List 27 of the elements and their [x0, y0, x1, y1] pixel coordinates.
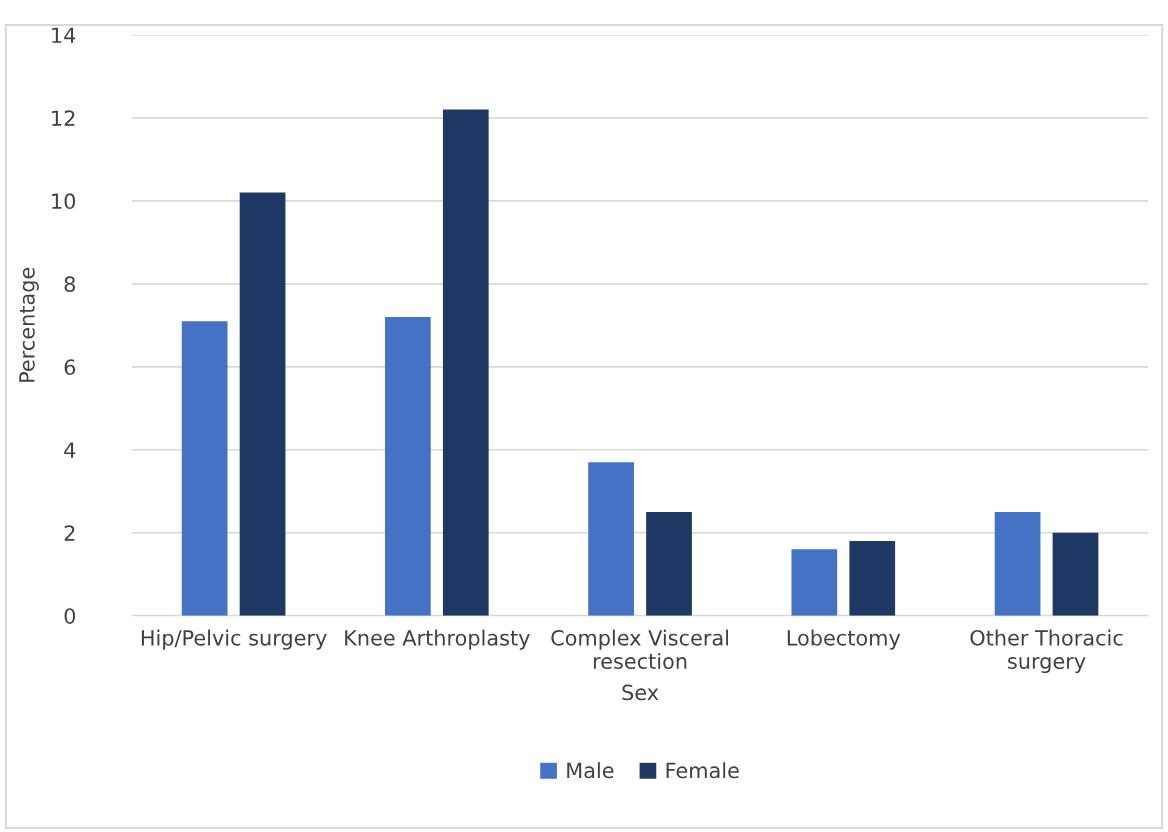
legend-label: Male: [567, 762, 614, 779]
x-axis-title: Sex: [622, 684, 659, 701]
bar: [849, 541, 896, 616]
x-tick-label: Complex Visceral resection: [551, 629, 729, 670]
y-axis-title: Percentage: [19, 267, 39, 382]
x-tick-label: Other Thoracic surgery: [970, 629, 1123, 674]
bar: [791, 549, 838, 616]
y-tick-label: 0: [64, 608, 76, 624]
y-tick-label: 6: [64, 359, 76, 375]
bar: [239, 192, 286, 616]
bar: [994, 511, 1041, 616]
y-tick-label: 12: [52, 110, 75, 126]
bar: [588, 462, 634, 616]
y-tick-label: 4: [64, 442, 76, 458]
x-tick-label: Lobectomy: [787, 629, 901, 650]
y-tick-label: 2: [64, 525, 75, 541]
x-tick-label: Knee Arthroplasty: [345, 629, 530, 650]
bar: [1052, 532, 1099, 616]
bar: [442, 109, 489, 616]
y-tick-label: 14: [52, 27, 76, 43]
legend-label: Female: [666, 762, 739, 779]
y-tick-label: 10: [52, 193, 76, 210]
y-tick-label: 8: [64, 276, 75, 293]
bar: [181, 321, 228, 616]
bar: [646, 511, 692, 616]
x-tick-label: Hip/Pelvic surgery: [141, 629, 327, 650]
bar: [385, 317, 431, 616]
